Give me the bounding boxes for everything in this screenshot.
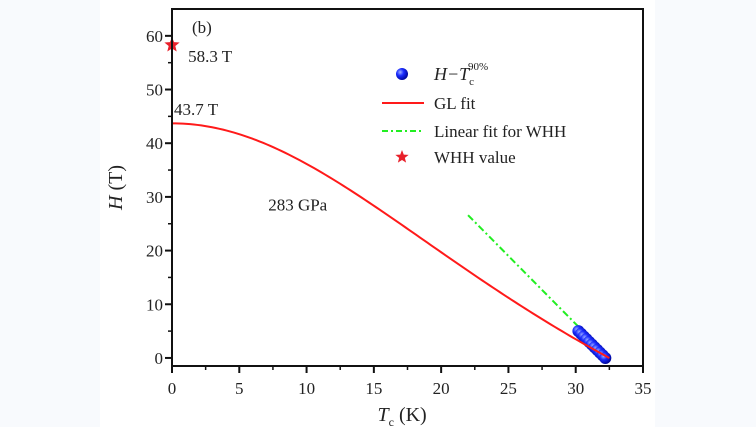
y-tick-label: 10 [146, 295, 163, 314]
legend-label-linear: Linear fit for WHH [434, 122, 566, 141]
x-axis-label-sub: c [389, 415, 394, 427]
y-tick-label: 0 [155, 349, 164, 368]
legend-label-gl: GL fit [434, 94, 476, 113]
x-tick-label: 0 [168, 379, 177, 398]
chart-svg: 0 5 10 15 20 25 30 35 0 10 20 30 40 50 60 (b) 58.3 T 4… [105, 8, 652, 427]
annotation-gl-h0: 43.7 T [174, 100, 219, 119]
legend-label-sup: 90% [468, 61, 488, 73]
y-tick-label: 30 [146, 188, 163, 207]
legend: H−Tc 90% GL fit Linear fit for WHH WHH va… [382, 61, 566, 167]
chart-canvas: 0 5 10 15 20 25 30 35 0 10 20 30 40 50 60 (b) 58.3 T 4… [100, 0, 655, 427]
x-tick-label: 35 [635, 379, 652, 398]
legend-label-main: H−T [433, 64, 471, 84]
y-tick-label: 20 [146, 242, 163, 261]
y-tick-label: 40 [146, 134, 163, 153]
x-axis-label: Tc (K) [378, 404, 427, 427]
x-tick-label: 20 [433, 379, 450, 398]
legend-label-sub: c [469, 76, 474, 88]
x-tick-label: 25 [500, 379, 517, 398]
annotation-whh-value: 58.3 T [188, 47, 233, 66]
x-tick-label: 30 [567, 379, 584, 398]
x-axis-label-main: T [378, 404, 391, 426]
gl-fit-curve [171, 122, 610, 359]
y-axis-label: H (T) [105, 165, 127, 211]
legend-marker-star [395, 150, 409, 163]
plot-frame [171, 8, 644, 367]
panel-label: (b) [192, 18, 212, 37]
y-tick-label: 60 [146, 27, 163, 46]
plot-area [164, 36, 612, 364]
y-axis-label-unit: (T) [105, 165, 127, 196]
annotation-pressure: 283 GPa [268, 195, 327, 214]
x-tick-label: 15 [365, 379, 382, 398]
legend-marker-scatter [396, 68, 408, 80]
axis-ticks: 0 5 10 15 20 25 30 35 0 10 20 30 40 50 60 [146, 27, 652, 398]
x-tick-label: 5 [235, 379, 244, 398]
x-axis-label-unit: (K) [394, 404, 427, 426]
y-axis-label-main: H [105, 194, 127, 211]
legend-label-whh: WHH value [434, 148, 516, 167]
legend-label-scatter: H−Tc 90% [433, 61, 488, 88]
y-tick-label: 50 [146, 81, 163, 100]
x-tick-label: 10 [298, 379, 315, 398]
